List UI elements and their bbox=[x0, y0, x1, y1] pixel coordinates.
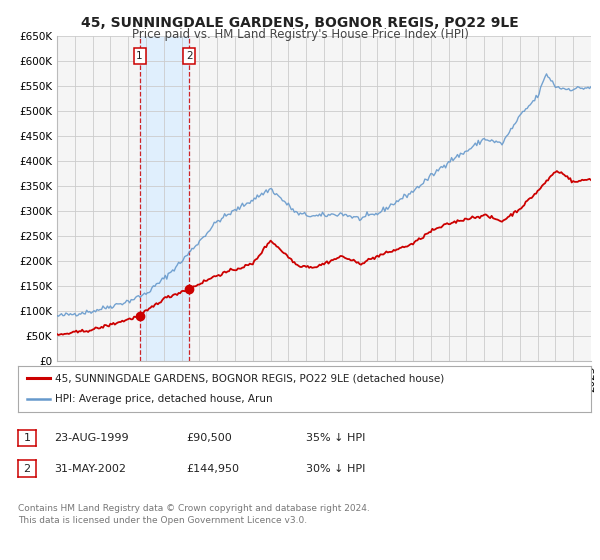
Text: 1: 1 bbox=[136, 51, 143, 61]
Text: HPI: Average price, detached house, Arun: HPI: Average price, detached house, Arun bbox=[55, 394, 273, 404]
Bar bbox=[140, 36, 189, 361]
Text: £90,500: £90,500 bbox=[186, 433, 232, 443]
Text: 45, SUNNINGDALE GARDENS, BOGNOR REGIS, PO22 9LE (detached house): 45, SUNNINGDALE GARDENS, BOGNOR REGIS, P… bbox=[55, 373, 445, 383]
Text: 2: 2 bbox=[186, 51, 193, 61]
Text: 45, SUNNINGDALE GARDENS, BOGNOR REGIS, PO22 9LE: 45, SUNNINGDALE GARDENS, BOGNOR REGIS, P… bbox=[81, 16, 519, 30]
Text: 35% ↓ HPI: 35% ↓ HPI bbox=[306, 433, 365, 443]
Text: 30% ↓ HPI: 30% ↓ HPI bbox=[306, 464, 365, 474]
Text: 31-MAY-2002: 31-MAY-2002 bbox=[54, 464, 126, 474]
Text: 1: 1 bbox=[23, 433, 31, 443]
Text: £144,950: £144,950 bbox=[186, 464, 239, 474]
Text: 2: 2 bbox=[23, 464, 31, 474]
Text: Price paid vs. HM Land Registry's House Price Index (HPI): Price paid vs. HM Land Registry's House … bbox=[131, 28, 469, 41]
Text: 23-AUG-1999: 23-AUG-1999 bbox=[54, 433, 128, 443]
Text: Contains HM Land Registry data © Crown copyright and database right 2024.
This d: Contains HM Land Registry data © Crown c… bbox=[18, 504, 370, 525]
